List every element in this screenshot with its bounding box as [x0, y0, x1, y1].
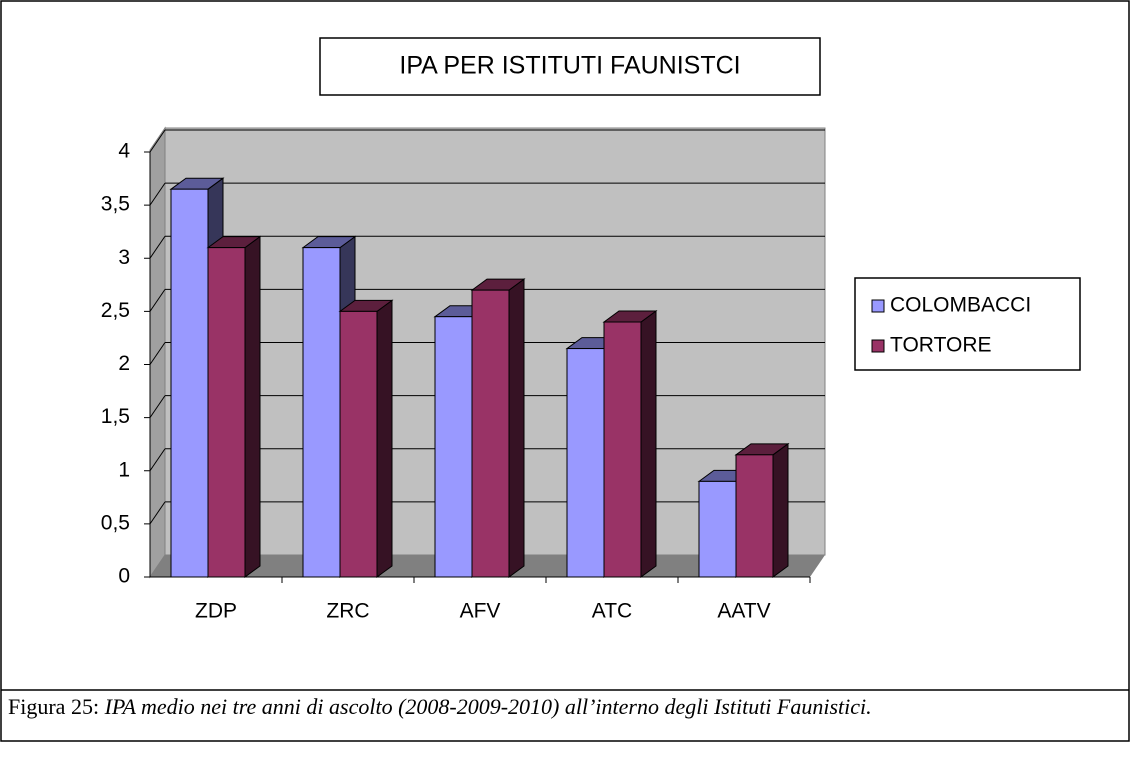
- legend-label: COLOMBACCI: [890, 294, 1031, 317]
- grid-line-side: [149, 289, 166, 312]
- bar: [207, 247, 246, 578]
- y-tick-label: 3: [118, 246, 130, 269]
- bar-side: [640, 310, 657, 578]
- chart-title: IPA PER ISTITUTI FAUNISTCI: [399, 52, 740, 80]
- y-tick-label: 2: [118, 352, 130, 375]
- y-tick-label: 0: [118, 565, 130, 588]
- y-tick-label: 4: [118, 140, 130, 163]
- x-tick-label: ZRC: [326, 600, 369, 623]
- bar-side: [376, 299, 393, 578]
- caption-text: IPA medio nei tre anni di ascolto (2008-…: [104, 694, 872, 719]
- x-tick-label: ZDP: [195, 600, 237, 623]
- y-tick-label: 1: [118, 458, 130, 481]
- grid-line-side: [149, 501, 166, 525]
- legend-swatch: [871, 339, 885, 353]
- bar: [471, 289, 510, 578]
- grid-line-side: [149, 129, 166, 153]
- y-tick-label: 3,5: [101, 193, 130, 216]
- grid-line-side: [149, 395, 166, 418]
- legend-swatch: [871, 299, 885, 313]
- bar: [302, 247, 341, 578]
- x-tick-label: ATC: [592, 600, 632, 623]
- bar: [698, 480, 737, 578]
- bar-side: [772, 442, 789, 578]
- bar-side: [244, 235, 261, 578]
- grid-line-side: [149, 342, 166, 365]
- y-tick-label: 0,5: [101, 511, 130, 534]
- title-box: [319, 37, 821, 96]
- legend-label: TORTORE: [890, 334, 992, 357]
- x-tick-label: AFV: [460, 600, 501, 623]
- grid-line-side: [149, 448, 166, 472]
- frame: [0, 0, 1130, 742]
- y-tick-label: 1,5: [101, 405, 130, 428]
- bar: [735, 454, 774, 578]
- bar-side: [508, 278, 525, 578]
- y-tick-label: 2,5: [101, 299, 130, 322]
- bar: [339, 310, 378, 578]
- grid-line-side: [149, 182, 166, 206]
- caption-label: Figura 25:: [8, 694, 100, 719]
- x-tick-label: AATV: [717, 600, 770, 623]
- legend-box: [854, 277, 1081, 371]
- side-wall: [149, 126, 166, 579]
- bar: [170, 188, 209, 578]
- bar: [566, 348, 605, 578]
- bar: [603, 321, 642, 578]
- caption: Figura 25: IPA medio nei tre anni di asc…: [8, 694, 1118, 719]
- grid-line-side: [149, 235, 166, 259]
- bar: [434, 316, 473, 578]
